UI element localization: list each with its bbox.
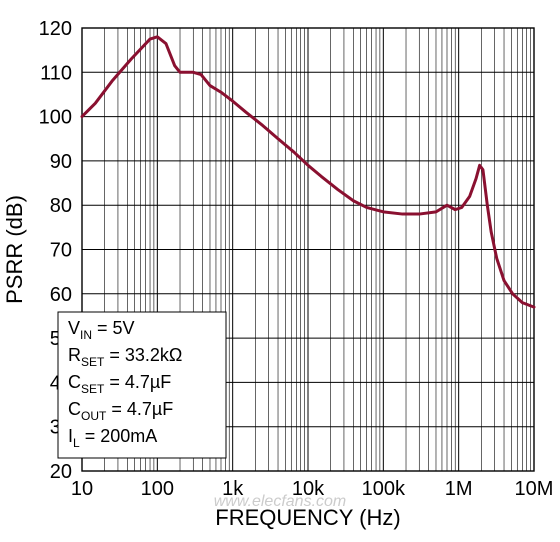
y-axis-label: PSRR (dB) <box>2 195 27 304</box>
y-tick-label: 120 <box>39 18 72 40</box>
watermark-text: www.elecfans.com <box>214 493 347 510</box>
y-tick-label: 70 <box>50 240 72 262</box>
y-tick-label: 80 <box>50 195 72 217</box>
x-tick-label: 10M <box>515 478 554 500</box>
y-tick-label: 100 <box>39 107 72 129</box>
x-tick-label: 10 <box>71 478 93 500</box>
y-tick-label: 20 <box>50 461 72 483</box>
x-tick-label: 1M <box>445 478 473 500</box>
x-tick-label: 100 <box>141 478 174 500</box>
y-tick-label: 90 <box>50 151 72 173</box>
annotation-box: VIN = 5VRSET = 33.2kΩCSET = 4.7µFCOUT = … <box>58 312 226 458</box>
x-tick-label: 100k <box>362 478 406 500</box>
y-tick-label: 60 <box>50 284 72 306</box>
psrr-chart-container: 101001k10k100k1M10M203040506070809010011… <box>0 0 560 542</box>
y-tick-label: 110 <box>40 62 72 84</box>
